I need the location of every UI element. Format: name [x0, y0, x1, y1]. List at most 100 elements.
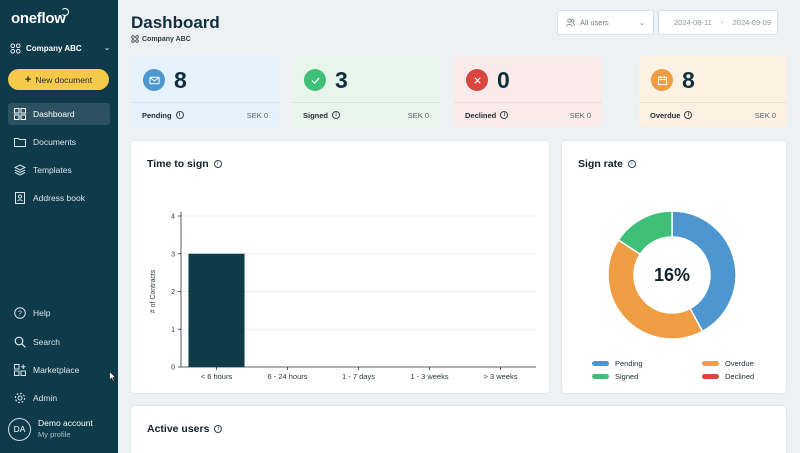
- stat-label-text: Signed: [303, 110, 329, 120]
- info-icon[interactable]: i: [175, 111, 184, 119]
- sidebar-item-templates[interactable]: Templates: [8, 159, 110, 181]
- panel-title-text: Time to sign: [147, 158, 209, 170]
- legend-item[interactable]: Overdue: [702, 359, 754, 368]
- time-to-sign-chart: 0 1 2 3 4 < 6 hours 6 - 24 hours 1 - 7 days 1 - …: [150, 212, 536, 381]
- y-tick-label: 0: [171, 365, 175, 372]
- layers-icon: [14, 164, 26, 176]
- stat-card-overdue[interactable]: 8 Overdue i SEK 0: [639, 56, 787, 127]
- date-to[interactable]: 2024-09-09: [732, 18, 771, 27]
- stat-count: 3: [335, 67, 348, 93]
- panel-title: Sign rate i: [578, 158, 636, 170]
- donut-center-label: 16%: [654, 265, 690, 285]
- stat-amount: SEK 0: [569, 110, 591, 120]
- oneflow-logo[interactable]: oneflow: [11, 10, 66, 27]
- legend-swatch: [592, 374, 609, 379]
- avatar: DA: [8, 417, 31, 441]
- grid-icon: [14, 108, 26, 120]
- account-menu[interactable]: DA Demo account My profile: [8, 416, 113, 442]
- logo-mark-icon: [61, 8, 69, 16]
- donut-slice: [617, 210, 673, 256]
- sidebar-item-dashboard[interactable]: Dashboard: [8, 103, 110, 125]
- y-tick-label: 2: [171, 289, 175, 296]
- page-title: Dashboard: [131, 13, 220, 32]
- stat-footer: Signed i SEK 0: [292, 102, 440, 127]
- svg-text:?: ?: [18, 311, 22, 318]
- stat-count: 8: [174, 67, 187, 93]
- plus-icon: +: [24, 73, 32, 86]
- panel-title-text: Active users: [147, 423, 210, 435]
- sign-rate-chart: 16%: [607, 210, 737, 340]
- info-icon[interactable]: i: [332, 111, 341, 119]
- y-tick-label: 3: [171, 251, 175, 258]
- sidebar-item-label: Help: [33, 308, 51, 318]
- legend-label: Pending: [615, 359, 643, 368]
- sidebar-item-label: Search: [33, 337, 60, 347]
- sidebar-item-label: Address book: [33, 193, 85, 203]
- stat-label-text: Declined: [465, 110, 497, 120]
- legend-label: Declined: [725, 372, 755, 381]
- chevron-down-icon: ⌄: [104, 45, 110, 52]
- legend-label: Overdue: [725, 359, 754, 368]
- stat-amount: SEK 0: [754, 110, 776, 120]
- x-tick-label: < 6 hours: [201, 372, 233, 381]
- stat-footer: Overdue i SEK 0: [639, 102, 787, 127]
- sidebar-item-label: Templates: [33, 165, 72, 175]
- sidebar-item-label: Admin: [33, 393, 58, 403]
- stat-label: Overdue i: [650, 110, 693, 120]
- bar: [188, 253, 245, 367]
- sign-rate-panel: Sign rate i 16% Pending Overdue Signed Decl…: [562, 141, 786, 393]
- help-icon: ?: [14, 307, 26, 319]
- legend-swatch: [592, 361, 609, 366]
- date-from[interactable]: 2024-08-11: [674, 18, 712, 27]
- active-users-panel: Active users i: [131, 406, 786, 453]
- my-profile-link[interactable]: My profile: [38, 430, 71, 439]
- stat-label: Pending i: [142, 111, 184, 120]
- account-text: Demo account My profile: [38, 418, 93, 440]
- date-range-picker[interactable]: 2024-08-11 - 2024-09-09: [658, 10, 778, 35]
- info-icon[interactable]: i: [500, 111, 509, 119]
- sidebar-item-marketplace[interactable]: Marketplace: [8, 359, 110, 381]
- info-icon[interactable]: i: [627, 160, 636, 168]
- stat-label: Signed i: [303, 110, 341, 120]
- legend-item[interactable]: Signed: [592, 372, 638, 381]
- legend-item[interactable]: Pending: [592, 359, 643, 368]
- date-separator: -: [720, 18, 724, 27]
- check-icon: [304, 69, 326, 91]
- stat-card-signed[interactable]: 3 Signed i SEK 0: [292, 56, 440, 127]
- account-name: Demo account: [38, 418, 93, 428]
- time-to-sign-panel: Time to sign i 0 1 2 3 4 < 6 hours 6 - 24 hour…: [131, 141, 549, 393]
- stat-label-text: Overdue: [650, 110, 681, 120]
- folder-icon: [14, 136, 26, 148]
- company-icon: [10, 42, 21, 54]
- y-axis-label: # of Contracts: [150, 269, 157, 313]
- new-document-label: New document: [35, 74, 93, 85]
- stat-card-declined[interactable]: 0 Declined i SEK 0: [454, 56, 602, 127]
- company-name: Company ABC: [26, 43, 82, 53]
- panel-title-text: Sign rate: [578, 158, 623, 170]
- y-tick-label: 1: [171, 327, 175, 334]
- stat-card-pending[interactable]: 8 Pending i SEK 0: [131, 56, 279, 127]
- info-icon[interactable]: i: [213, 160, 222, 168]
- search-icon: [14, 336, 26, 348]
- sidebar-item-address-book[interactable]: Address book: [8, 187, 110, 209]
- sidebar-item-label: Dashboard: [33, 109, 75, 119]
- info-icon[interactable]: i: [214, 425, 223, 433]
- sidebar-item-search[interactable]: Search: [8, 331, 110, 353]
- gear-icon: [14, 392, 26, 404]
- info-icon[interactable]: i: [684, 111, 693, 119]
- legend-item[interactable]: Declined: [702, 372, 754, 381]
- marketplace-icon: [14, 364, 26, 376]
- x-tick-label: 1 - 3 weeks: [410, 372, 449, 381]
- stat-count: 0: [497, 67, 510, 93]
- company-switcher[interactable]: Company ABC ⌄: [10, 41, 110, 55]
- stat-footer: Declined i SEK 0: [454, 102, 602, 127]
- legend-swatch: [702, 361, 719, 366]
- sidebar-item-help[interactable]: ? Help: [8, 302, 110, 324]
- sidebar-item-admin[interactable]: Admin: [8, 387, 110, 409]
- x-tick-label: 6 - 24 hours: [267, 372, 307, 381]
- sidebar-item-documents[interactable]: Documents: [8, 131, 110, 153]
- new-document-button[interactable]: + New document: [8, 69, 109, 90]
- x-icon: [466, 69, 488, 91]
- users-filter-select[interactable]: All users ⌄: [557, 10, 654, 35]
- page-subtitle-text: Company ABC: [142, 35, 191, 43]
